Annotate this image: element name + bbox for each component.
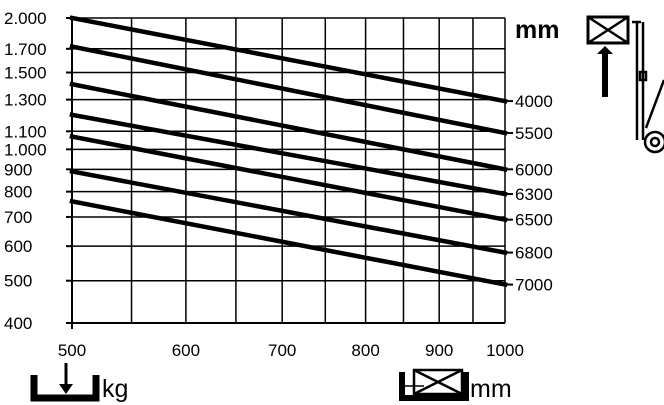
- capacity-lines: [69, 15, 508, 288]
- x-tick-label: 900: [425, 341, 453, 360]
- series-line: [69, 81, 508, 172]
- x-tick-label: 600: [172, 341, 200, 360]
- y-tick-label: 800: [4, 183, 32, 202]
- series-label: 7000: [515, 276, 553, 295]
- y-tick-label: 900: [4, 160, 32, 179]
- x-tick-label: 700: [268, 341, 296, 360]
- load-center-icon: [399, 368, 469, 401]
- series-label: 6500: [515, 211, 553, 230]
- forklift-mast-icon: [632, 20, 664, 154]
- series-line: [69, 168, 508, 256]
- x-tick-label: 1000: [486, 341, 524, 360]
- y-axis-unit-label: kg: [102, 375, 128, 403]
- y-tick-label: 1.700: [4, 40, 47, 59]
- lift-height-labels: 4000 5500 6000 6300 6500 6800 7000: [505, 92, 553, 295]
- grid-lines: [66, 17, 506, 329]
- series-label: 6800: [515, 244, 553, 263]
- series-label: 5500: [515, 124, 553, 143]
- y-tick-label: 2.000: [4, 9, 47, 28]
- right-axis-unit-label: mm: [515, 16, 559, 44]
- y-tick-label: 1.000: [4, 140, 47, 159]
- series-line: [69, 112, 508, 197]
- series-line: [69, 133, 508, 223]
- y-tick-label: 1.100: [4, 122, 47, 141]
- y-tick-label: 500: [4, 272, 32, 291]
- y-tick-label: 1.300: [4, 91, 47, 110]
- series-line: [69, 198, 508, 288]
- x-axis-unit-label: mm: [470, 375, 512, 403]
- load-weight-icon: [30, 363, 100, 402]
- y-tick-label: 600: [4, 237, 32, 256]
- series-label: 4000: [515, 92, 553, 111]
- y-tick-label: 1.500: [4, 64, 47, 83]
- x-tick-label: 500: [58, 341, 86, 360]
- lift-height-icon: [586, 15, 630, 97]
- y-tick-label: 700: [4, 208, 32, 227]
- series-label: 6000: [515, 160, 553, 179]
- series-label: 6300: [515, 185, 553, 204]
- series-line: [69, 15, 508, 104]
- y-tick-label: 400: [4, 314, 32, 333]
- x-tick-label: 800: [351, 341, 379, 360]
- x-axis-tick-labels: 500 600 700 800 900 1000: [58, 341, 524, 360]
- series-line: [69, 43, 508, 136]
